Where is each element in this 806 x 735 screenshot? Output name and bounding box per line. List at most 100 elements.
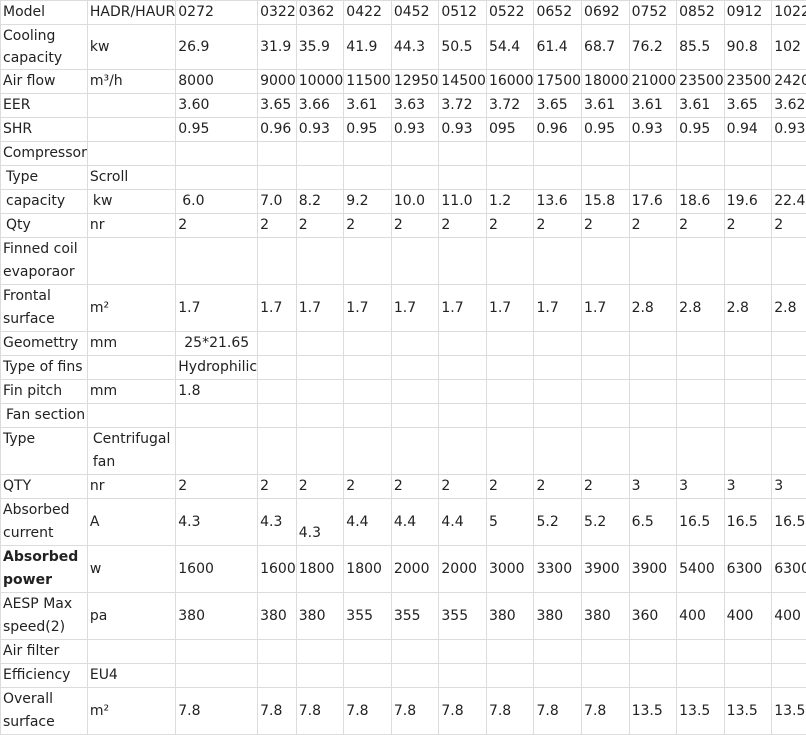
value-cell: 7.8: [344, 688, 392, 735]
value-cell: 1.7: [391, 285, 439, 332]
value-cell: 3.72: [439, 94, 487, 118]
value-cell: 17500: [534, 70, 582, 94]
value-cell: 0522: [486, 1, 534, 25]
value-cell: 2: [486, 475, 534, 499]
value-cell: 4.3: [176, 499, 258, 546]
value-cell: 7.0: [258, 190, 297, 214]
value-cell: 0.96: [258, 118, 297, 142]
row-value: Hydrophilic: [176, 356, 258, 380]
value-cell: 0.93: [296, 118, 344, 142]
value-cell: 2: [296, 475, 344, 499]
value-cell: 5: [486, 499, 534, 546]
value-cell: 3900: [629, 546, 677, 593]
row-unit: A: [87, 499, 175, 546]
value-cell: 355: [439, 593, 487, 640]
row-fan-section: Fan section: [1, 404, 806, 428]
value-cell: 1.2: [486, 190, 534, 214]
value-cell: 7.8: [439, 688, 487, 735]
value-cell: 380: [296, 593, 344, 640]
value-cell: 18000: [582, 70, 630, 94]
value-cell: 355: [344, 593, 392, 640]
value-cell: 0.95: [176, 118, 258, 142]
value-cell: 2: [534, 475, 582, 499]
value-cell: 0912: [724, 1, 772, 25]
value-cell: 68.7: [582, 25, 630, 70]
value-cell: 2: [772, 214, 806, 238]
value-cell: 0362: [296, 1, 344, 25]
row-unit: m²: [87, 285, 175, 332]
value-cell: 2: [258, 475, 297, 499]
value-cell: 5.2: [534, 499, 582, 546]
row-unit: nr: [87, 475, 175, 499]
value-cell: 4.3: [296, 499, 344, 546]
value-cell: 3.72: [486, 94, 534, 118]
value-cell: 13.5: [677, 688, 725, 735]
value-cell: 13.5: [724, 688, 772, 735]
value-cell: 1.7: [176, 285, 258, 332]
row-unit: m³/h: [87, 70, 175, 94]
value-cell: 8000: [176, 70, 258, 94]
value-cell: 095: [486, 118, 534, 142]
value-cell: 2: [439, 214, 487, 238]
row-label: Fin pitch: [1, 380, 88, 404]
value-cell: 50.5: [439, 25, 487, 70]
value-cell: 7.8: [296, 688, 344, 735]
value-cell: 2: [582, 214, 630, 238]
value-cell: 76.2: [629, 25, 677, 70]
row-unit: mm: [87, 332, 175, 356]
value-cell: 19.6: [724, 190, 772, 214]
value-cell: 15.8: [582, 190, 630, 214]
value-cell: 0852: [677, 1, 725, 25]
section-label: Air filter: [1, 640, 88, 664]
row-unit: pa: [87, 593, 175, 640]
value-cell: 3: [677, 475, 725, 499]
row-air-filter: Air filter: [1, 640, 806, 664]
value-cell: 6.5: [629, 499, 677, 546]
row-label: Frontal surface: [1, 285, 88, 332]
value-cell: 2.8: [629, 285, 677, 332]
value-cell: 8.2: [296, 190, 344, 214]
value-cell: 1.7: [258, 285, 297, 332]
value-cell: 85.5: [677, 25, 725, 70]
value-cell: 35.9: [296, 25, 344, 70]
row-fin-pitch: Fin pitch mm 1.8: [1, 380, 806, 404]
row-unit: kw: [87, 25, 175, 70]
value-cell: 3.61: [629, 94, 677, 118]
value-cell: 0.93: [391, 118, 439, 142]
value-cell: 1.7: [344, 285, 392, 332]
value-cell: 13.6: [534, 190, 582, 214]
section-label: Finned coil evaporaor: [1, 238, 88, 285]
value-cell: 400: [772, 593, 806, 640]
value-cell: 21000: [629, 70, 677, 94]
value-cell: 2000: [391, 546, 439, 593]
value-cell: 4.4: [439, 499, 487, 546]
value-cell: 2: [296, 214, 344, 238]
value-cell: 2: [258, 214, 297, 238]
value-cell: 0.95: [344, 118, 392, 142]
value-cell: 1600: [176, 546, 258, 593]
row-label: Model: [1, 1, 88, 25]
value-cell: 23500: [677, 70, 725, 94]
value-cell: 16.5: [772, 499, 806, 546]
value-cell: 1.7: [296, 285, 344, 332]
row-label: capacity: [1, 190, 88, 214]
row-geometry: Geomettry mm 25*21.65: [1, 332, 806, 356]
value-cell: 0422: [344, 1, 392, 25]
value-cell: 11500: [344, 70, 392, 94]
value-cell: 3.61: [582, 94, 630, 118]
row-unit: Scroll: [87, 166, 175, 190]
value-cell: 2: [176, 475, 258, 499]
value-cell: 102: [772, 25, 806, 70]
row-unit: Centrifugal fan: [87, 428, 175, 475]
value-cell: 380: [258, 593, 297, 640]
value-cell: 2000: [439, 546, 487, 593]
row-unit: EU4: [87, 664, 175, 688]
